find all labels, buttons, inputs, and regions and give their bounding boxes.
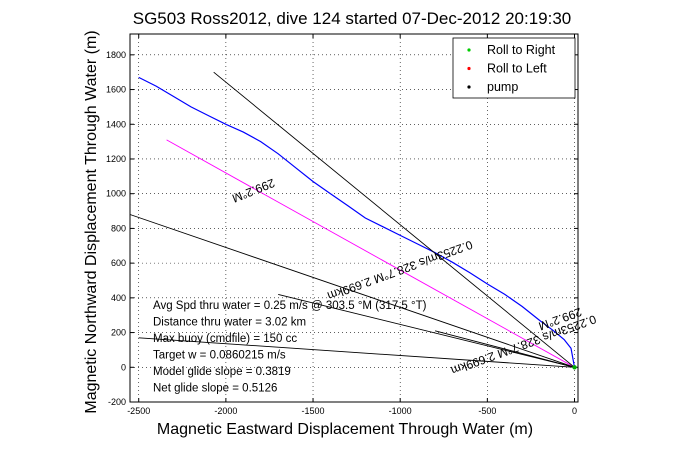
y-tick-label: 1600: [106, 85, 126, 95]
y-tick-label: -200: [108, 397, 126, 407]
legend-marker: [467, 85, 471, 89]
x-tick-label: -2000: [214, 406, 237, 416]
legend-label: pump: [487, 80, 518, 94]
x-tick-label: -1000: [389, 406, 412, 416]
stats-line: Max buoy (cmdfile) = 150 cc: [153, 333, 297, 345]
x-axis-title: Magnetic Eastward Displacement Through W…: [157, 421, 533, 438]
y-tick-label: 1800: [106, 50, 126, 60]
x-tick-label: -2500: [127, 406, 150, 416]
y-tick-label: 600: [111, 258, 126, 268]
legend-marker: [467, 66, 471, 71]
series-line-1: [166, 139, 575, 368]
series-line-3: [129, 214, 575, 368]
stats-line: Net glide slope = 0.5126: [153, 383, 277, 395]
plot-area: -2500 -2000 -1500 -1000 -500 0-20002004006008…: [106, 33, 598, 416]
y-tick-label: 1400: [106, 119, 126, 129]
y-tick-label: 1000: [106, 189, 126, 199]
y-tick-label: 1200: [106, 154, 126, 164]
series-line-6: [138, 337, 575, 368]
legend-box: [452, 37, 576, 99]
series-line-2: [213, 71, 575, 368]
y-tick-label: 400: [111, 293, 126, 303]
y-axis-title: Magnetic Northward Displacement Through …: [83, 30, 100, 413]
x-tick-label: 0: [572, 406, 577, 416]
series-line-4: [278, 293, 575, 368]
x-tick-label: -500: [478, 406, 496, 416]
y-tick-label: 200: [111, 328, 126, 338]
legend-label: Roll to Left: [487, 62, 547, 76]
y-tick-label: 800: [111, 223, 126, 233]
series-line-0: [138, 76, 576, 368]
stats-line: Avg Spd thru water = 0.25 m/s @ 303.5 °M…: [153, 300, 427, 312]
y-tick-label: 0: [121, 362, 126, 372]
origin-point: [572, 365, 577, 370]
stats-line: Target w = 0.0860215 m/s: [153, 350, 286, 362]
x-tick-label: -1500: [302, 406, 325, 416]
stats-line: Distance thru water = 3.02 km: [153, 317, 306, 329]
series-line-5: [434, 330, 575, 368]
stats-line: Model glide slope = 0.3819: [153, 366, 291, 378]
legend-label: Roll to Right: [487, 43, 556, 57]
legend-marker: [467, 48, 471, 52]
chart-title: SG503 Ross2012, dive 124 started 07-Dec-…: [133, 9, 572, 28]
